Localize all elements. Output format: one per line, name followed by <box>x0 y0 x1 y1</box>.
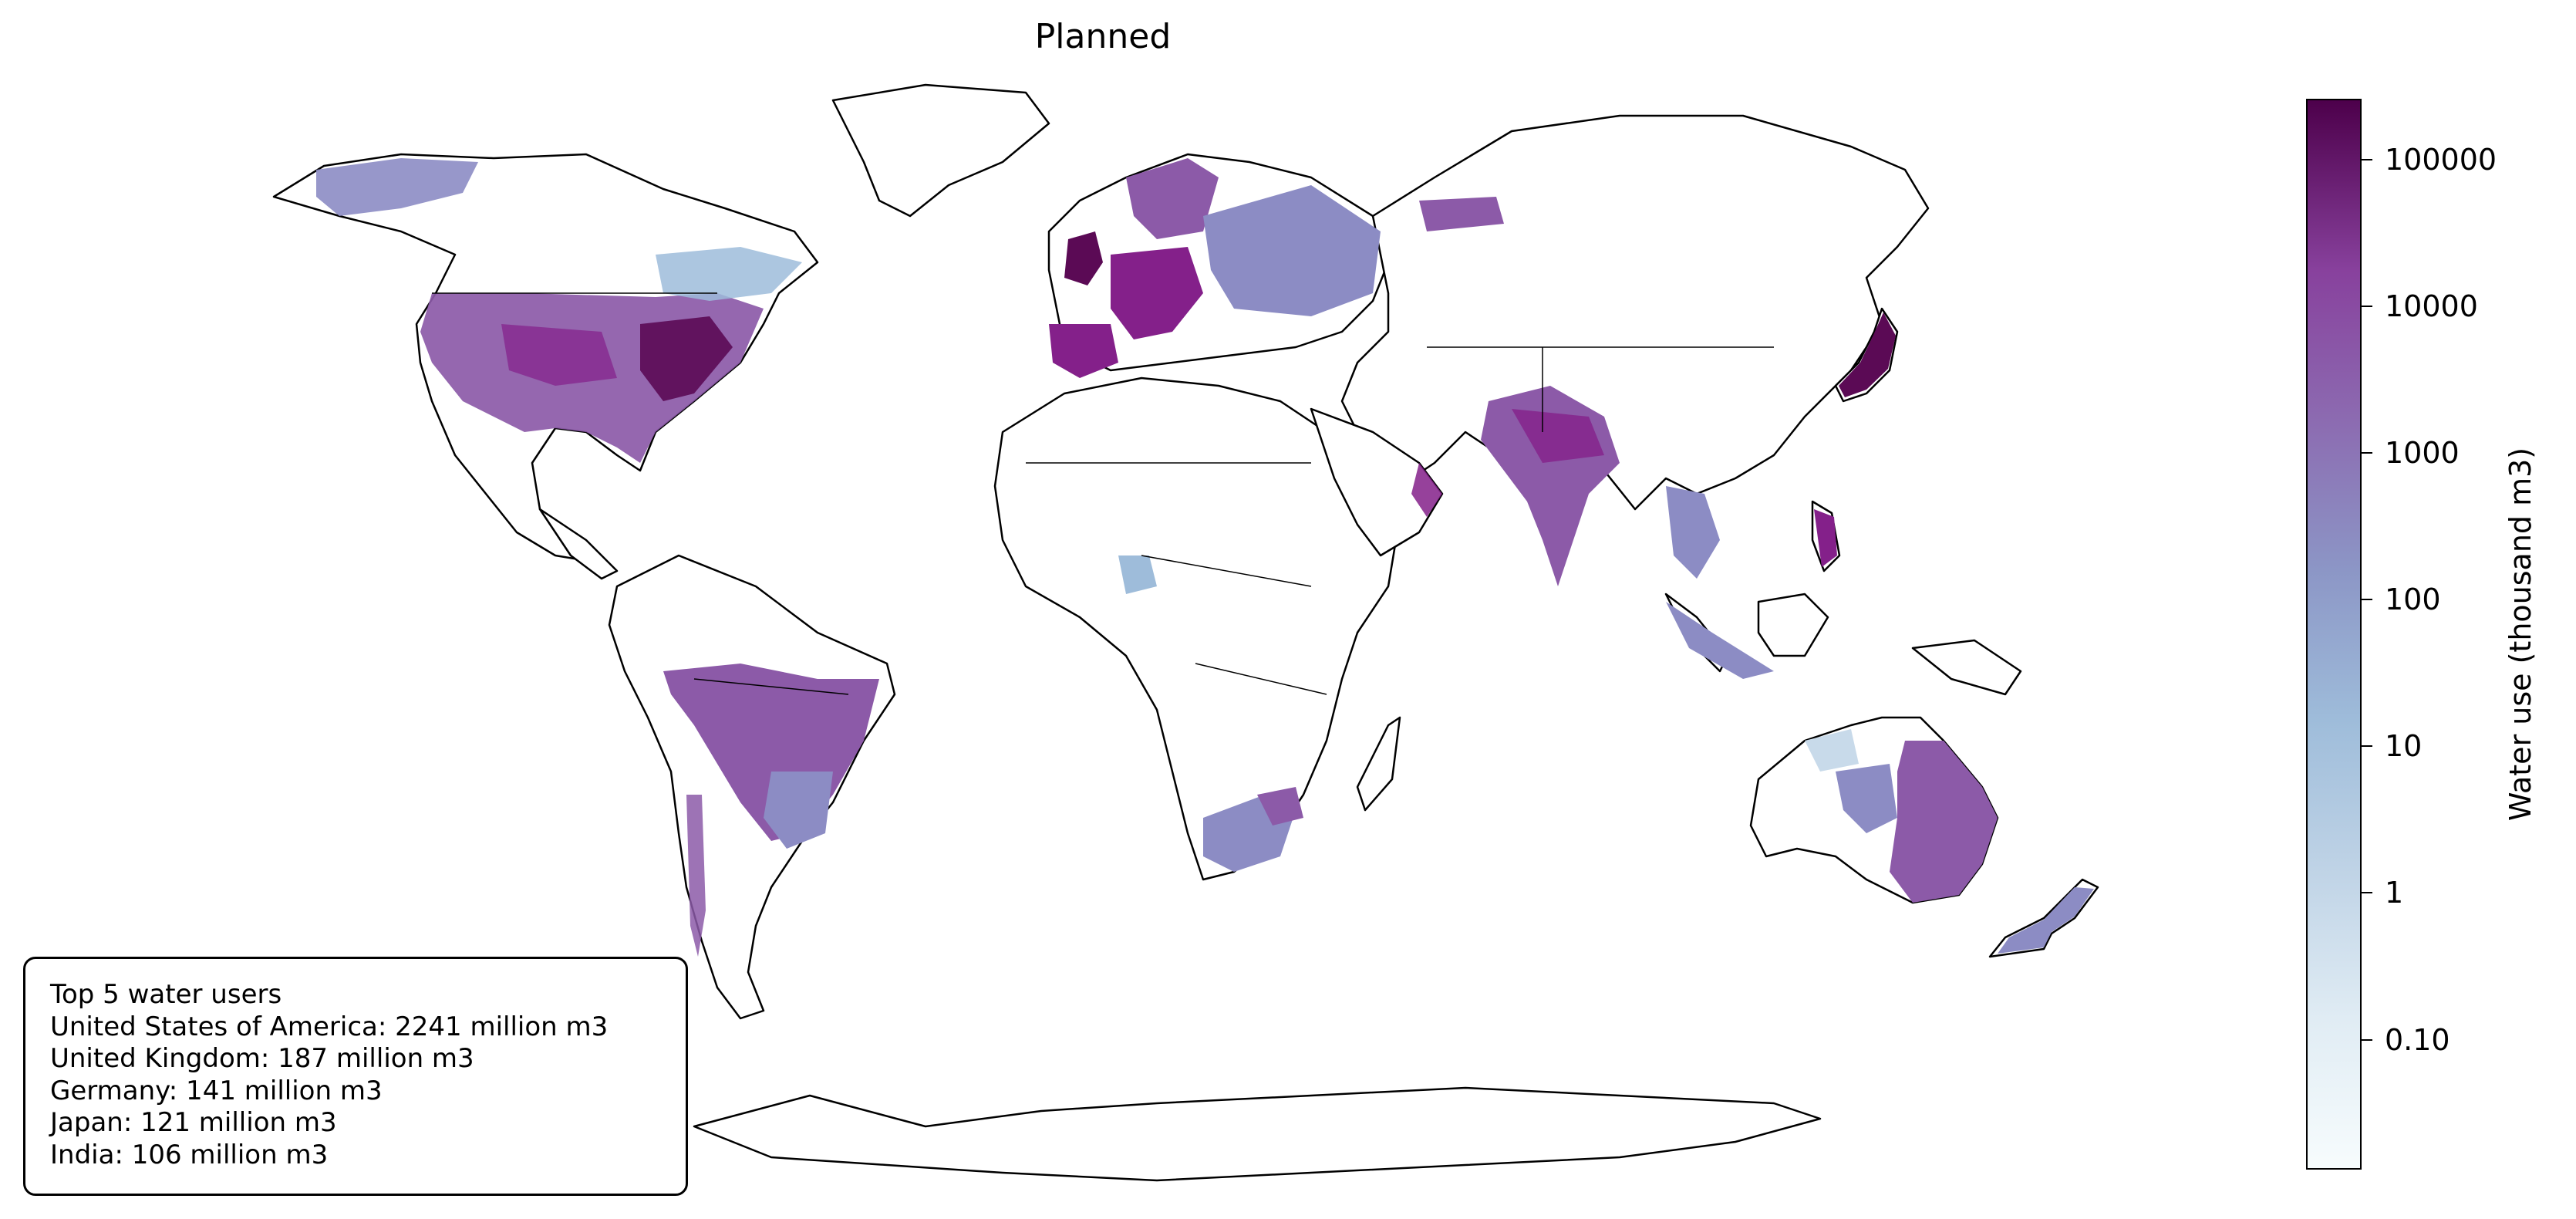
legend-entry: United Kingdom: 187 million m3 <box>50 1043 474 1074</box>
arabia-outline <box>1310 407 1444 557</box>
colorbar-tick <box>2362 1038 2372 1041</box>
greenland-outline <box>831 83 1050 218</box>
africa-outline <box>993 377 1398 881</box>
colorbar-tick <box>2362 452 2372 454</box>
colorbar-tick-label: 100 <box>2385 582 2441 617</box>
colorbar-tick-label: 10 <box>2385 729 2423 764</box>
colorbar-tick <box>2362 306 2372 307</box>
region-indochina <box>1666 486 1720 579</box>
region-russia-patch <box>1419 197 1504 231</box>
region-indonesia <box>1666 602 1774 679</box>
legend-entry: United States of America: 2241 million m… <box>50 1011 609 1042</box>
region-canada-south <box>656 247 802 301</box>
colorbar-label: Water use (thousand m3) <box>2504 447 2537 822</box>
legend-entry: India: 106 million m3 <box>50 1139 329 1170</box>
world-map <box>272 83 2099 1182</box>
madagascar-outline <box>1356 716 1401 812</box>
asia-outline <box>1340 114 1930 511</box>
legend-entry: Germany: 141 million m3 <box>50 1075 383 1106</box>
region-india-north <box>1512 409 1604 463</box>
region-chile <box>686 795 706 957</box>
colorbar-tick <box>2362 158 2372 160</box>
map-title: Planned <box>1034 17 1172 56</box>
water-use-regions <box>316 158 2094 957</box>
region-eastern-europe <box>1203 185 1381 316</box>
region-western-europe <box>1111 247 1203 339</box>
region-scandinavia <box>1126 158 1219 239</box>
borneo-outline <box>1757 593 1829 657</box>
colorbar-tick <box>2362 599 2372 601</box>
region-japan <box>1839 312 1896 397</box>
region-west-africa <box>1118 555 1157 594</box>
colorbar-tick-label: 1000 <box>2385 436 2460 471</box>
region-australia-west <box>1805 729 1859 772</box>
new-guinea-outline <box>1911 639 2022 696</box>
colorbar-tick-label: 1 <box>2385 876 2404 910</box>
colorbar <box>2306 99 2362 1170</box>
region-iberia <box>1049 324 1118 378</box>
region-uk <box>1064 231 1103 285</box>
region-oman <box>1411 463 1442 517</box>
country-borders <box>432 292 1774 695</box>
colorbar-tick-label: 0.10 <box>2385 1022 2450 1057</box>
region-australia-central <box>1836 764 1897 833</box>
colorbar-tick-label: 10000 <box>2385 289 2478 323</box>
region-usa-east <box>640 316 733 401</box>
colorbar-tick <box>2362 892 2372 894</box>
region-new-zealand <box>1998 887 2094 954</box>
legend-heading: Top 5 water users <box>50 979 282 1010</box>
region-philippines <box>1814 509 1837 567</box>
region-australia-east <box>1890 741 1998 903</box>
region-usa-central <box>501 324 617 386</box>
colorbar-tick-label: 100000 <box>2385 142 2497 177</box>
region-brazil-south <box>764 772 833 849</box>
antarctica-outline <box>693 1086 1822 1182</box>
central-america-outline <box>538 508 619 580</box>
legend-entry: Japan: 121 million m3 <box>50 1107 337 1138</box>
top-users-legend: Top 5 water users United States of Ameri… <box>23 957 688 1196</box>
colorbar-tick <box>2362 745 2372 748</box>
region-southeast-africa <box>1257 787 1303 826</box>
region-alaska <box>316 158 478 216</box>
